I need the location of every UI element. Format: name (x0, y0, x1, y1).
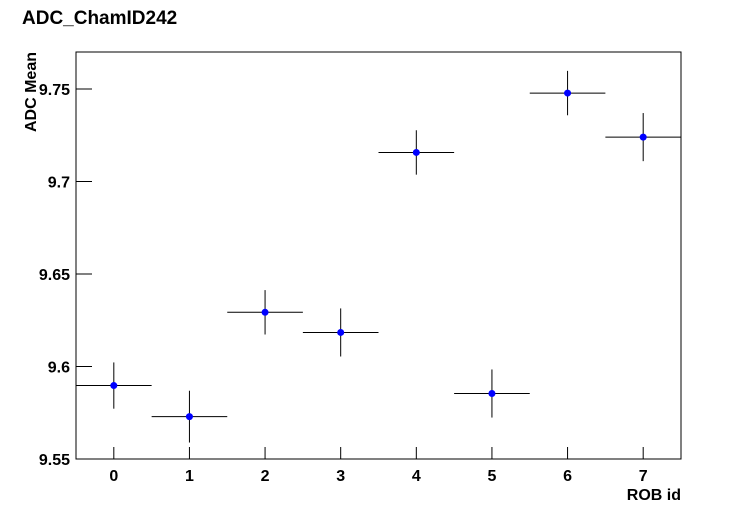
x-tick-label: 6 (563, 468, 572, 485)
x-tick-label: 4 (412, 468, 421, 485)
x-tick-label: 3 (336, 468, 345, 485)
x-axis-label: ROB id (627, 487, 681, 504)
y-tick-label: 9.65 (39, 267, 70, 284)
chart-title: ADC_ChamID242 (22, 8, 177, 29)
data-point (564, 89, 572, 97)
y-tick-label: 9.7 (48, 175, 70, 192)
data-point (110, 382, 118, 390)
data-point (488, 390, 496, 398)
x-tick-label: 2 (261, 468, 270, 485)
frame (75, 51, 682, 460)
data-point (337, 328, 345, 336)
y-axis-label: ADC Mean (23, 52, 40, 132)
y-tick-label: 9.55 (39, 452, 70, 469)
data-point (412, 148, 420, 156)
x-tick-label: 0 (109, 468, 118, 485)
data-point (639, 133, 647, 141)
x-tick-label: 5 (487, 468, 496, 485)
y-tick-label: 9.75 (39, 82, 70, 99)
x-tick-label: 7 (639, 468, 648, 485)
x-tick-label: 1 (185, 468, 194, 485)
data-point (185, 413, 193, 421)
data-point (261, 308, 269, 316)
y-tick-label: 9.6 (48, 360, 70, 377)
